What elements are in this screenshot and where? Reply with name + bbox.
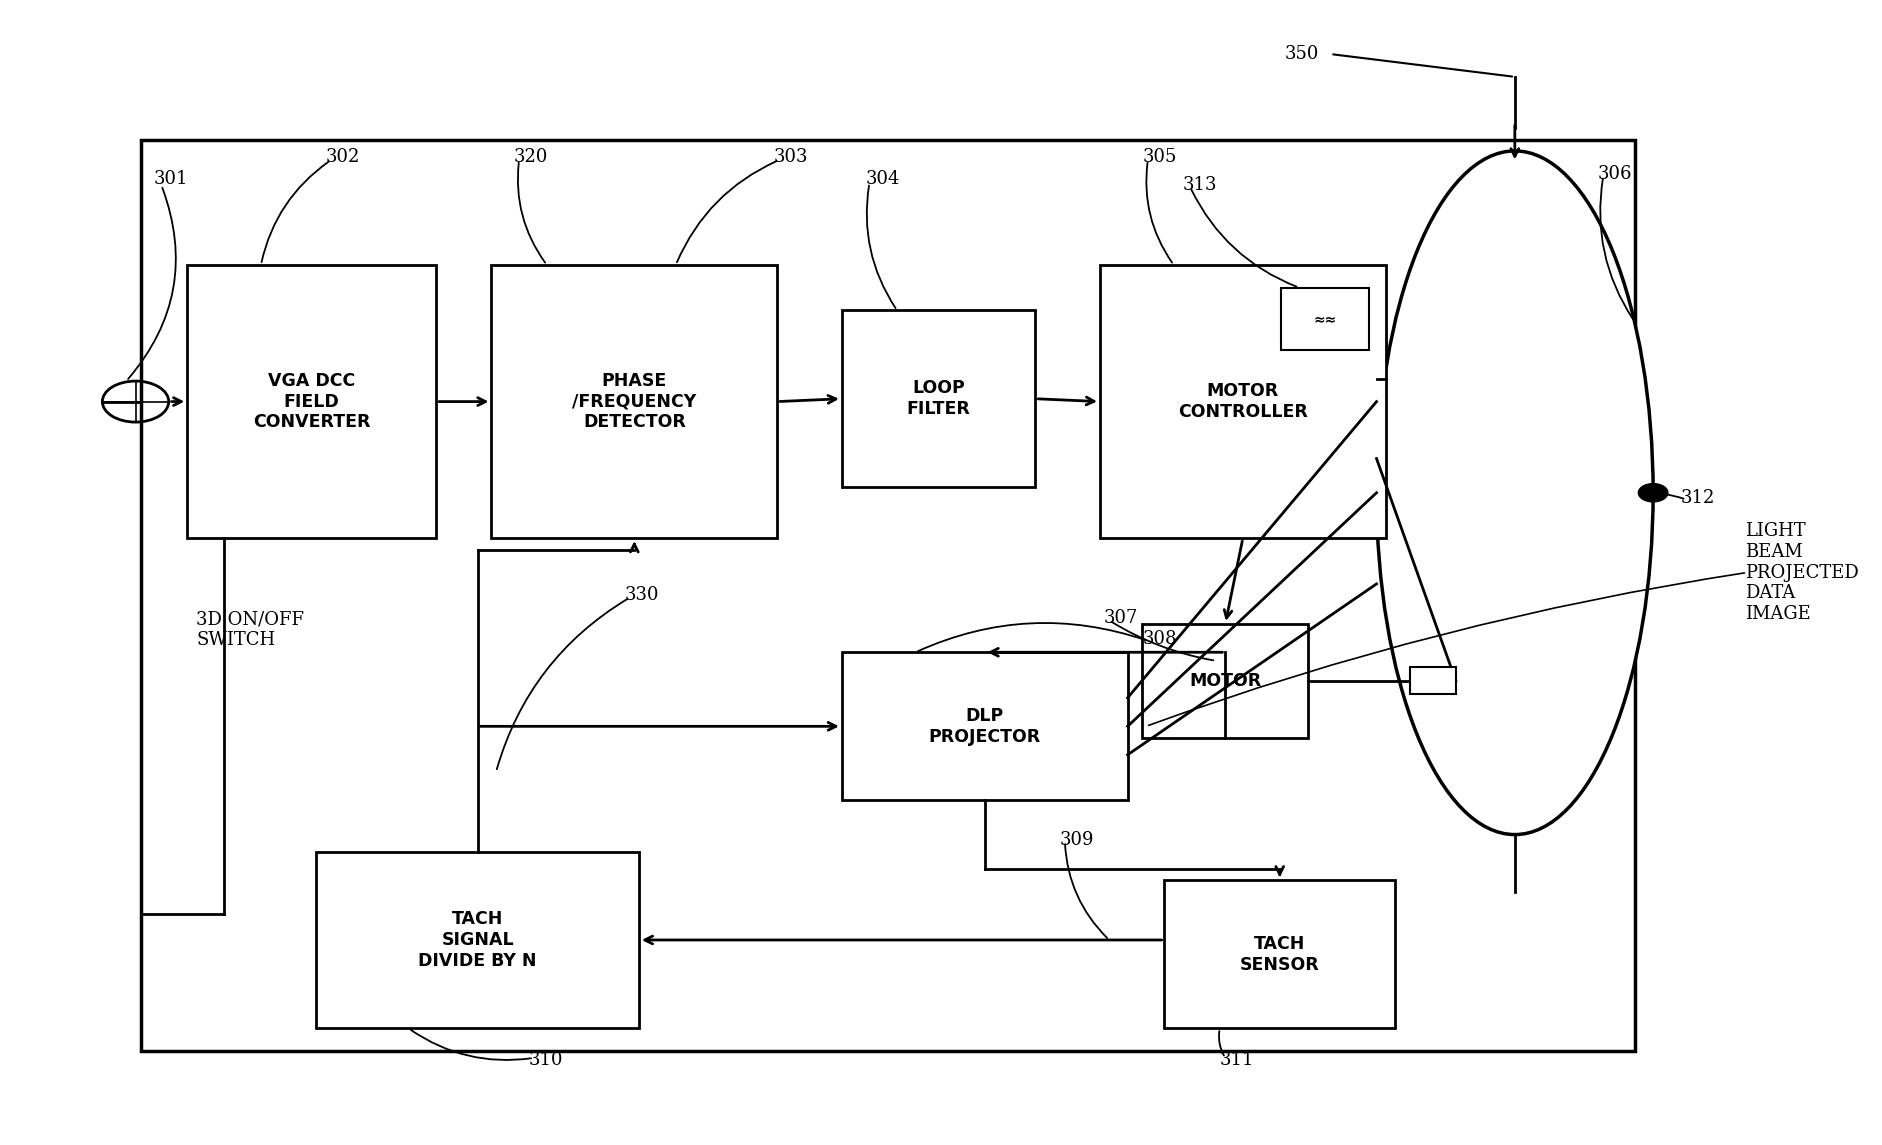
Text: 309: 309: [1060, 831, 1093, 850]
Bar: [316, 852, 638, 1028]
Text: 302: 302: [326, 148, 359, 166]
Text: 320: 320: [514, 148, 548, 166]
Text: 306: 306: [1598, 165, 1632, 183]
Bar: [491, 264, 777, 538]
Bar: [1099, 264, 1385, 538]
Text: 312: 312: [1681, 489, 1715, 507]
Text: TACH
SIGNAL
DIVIDE BY N: TACH SIGNAL DIVIDE BY N: [418, 910, 536, 970]
Bar: [841, 310, 1035, 487]
Text: 313: 313: [1182, 176, 1218, 195]
Bar: [1142, 624, 1308, 737]
Bar: [141, 140, 1634, 1051]
Bar: [1163, 881, 1395, 1028]
Text: 307: 307: [1103, 609, 1137, 627]
Text: 330: 330: [623, 586, 659, 605]
Bar: [186, 264, 437, 538]
Text: 310: 310: [529, 1051, 563, 1069]
Text: 3D ON/OFF
SWITCH: 3D ON/OFF SWITCH: [196, 610, 305, 649]
Text: 301: 301: [154, 171, 188, 189]
Text: TACH
SENSOR: TACH SENSOR: [1238, 934, 1319, 973]
Bar: [841, 653, 1127, 800]
Circle shape: [1637, 483, 1667, 502]
Text: VGA DCC
FIELD
CONVERTER: VGA DCC FIELD CONVERTER: [252, 372, 371, 432]
Text: LIGHT
BEAM
PROJECTED
DATA
IMAGE: LIGHT BEAM PROJECTED DATA IMAGE: [1745, 522, 1858, 623]
Text: 303: 303: [774, 148, 807, 166]
Text: 308: 308: [1142, 630, 1176, 648]
Text: 305: 305: [1142, 148, 1176, 166]
Text: PHASE
/FREQUENCY
DETECTOR: PHASE /FREQUENCY DETECTOR: [572, 372, 696, 432]
Bar: [1280, 287, 1368, 350]
Text: MOTOR: MOTOR: [1189, 672, 1261, 689]
Text: LOOP
FILTER: LOOP FILTER: [905, 379, 969, 418]
Text: ≈≈: ≈≈: [1312, 311, 1336, 326]
Text: 311: 311: [1220, 1051, 1253, 1069]
Text: DLP
PROJECTOR: DLP PROJECTOR: [928, 706, 1041, 745]
Text: MOTOR
CONTROLLER: MOTOR CONTROLLER: [1178, 382, 1308, 421]
Text: 350: 350: [1284, 45, 1317, 63]
Ellipse shape: [1376, 151, 1652, 835]
Text: 304: 304: [866, 171, 900, 189]
Bar: [1410, 668, 1455, 694]
